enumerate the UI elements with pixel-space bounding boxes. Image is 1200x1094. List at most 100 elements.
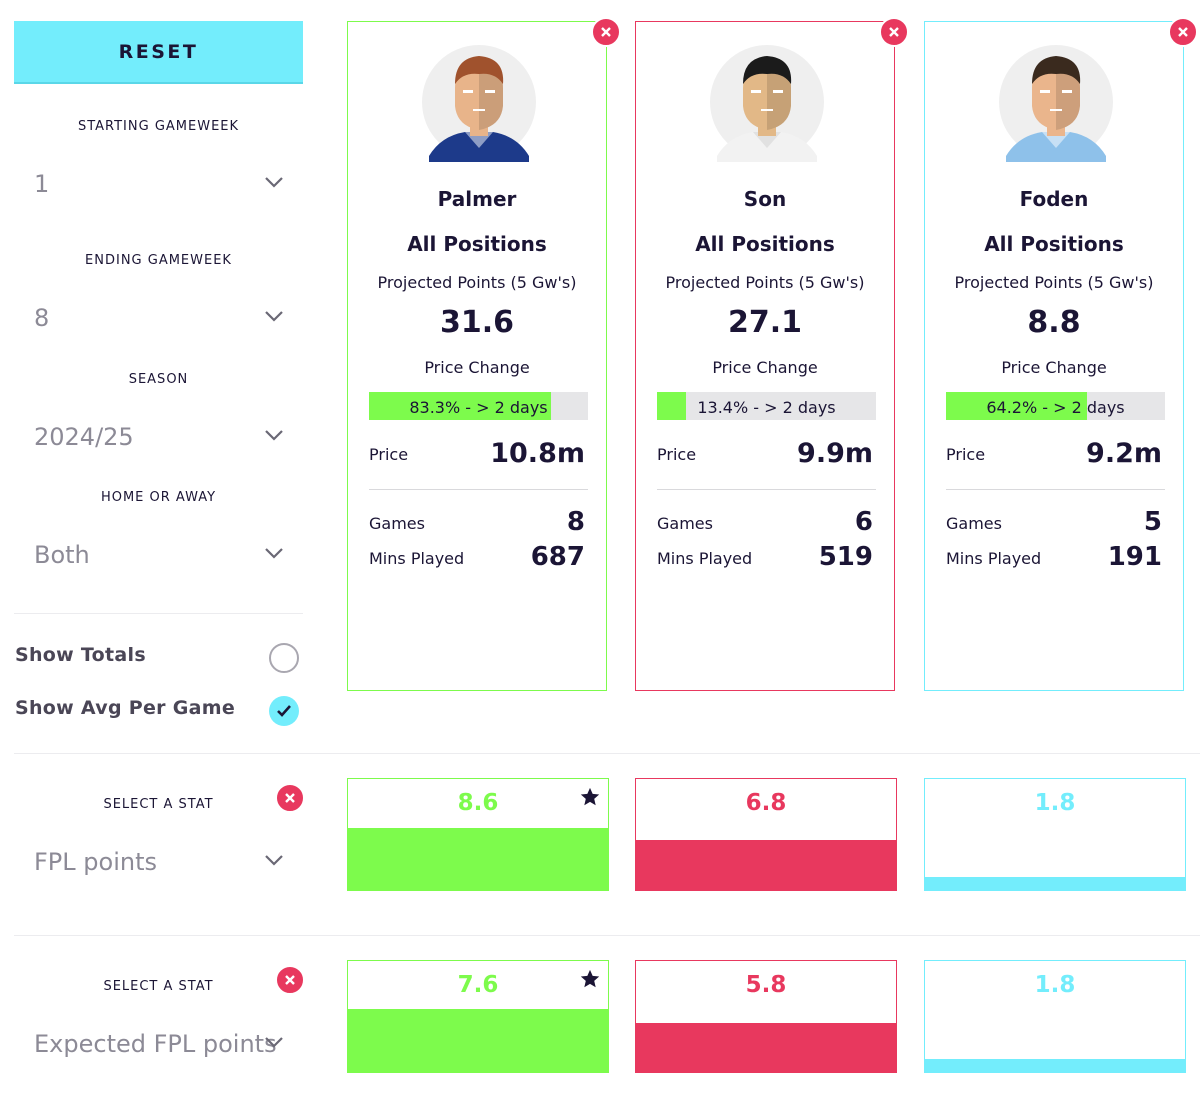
player-position: All Positions	[984, 232, 1124, 256]
stat-value: 6.8	[745, 790, 787, 816]
ending-gameweek-select[interactable]: 8	[14, 294, 303, 342]
sidebar-divider	[14, 613, 303, 614]
mins-played-value: 519	[818, 542, 873, 572]
show-avg-toggle[interactable]	[269, 696, 299, 726]
close-circle-icon[interactable]	[591, 17, 621, 47]
close-circle-icon[interactable]	[275, 965, 305, 995]
starting-gameweek-label: STARTING GAMEWEEK	[77, 119, 240, 134]
home-or-away-select[interactable]: Both	[14, 531, 303, 579]
price-value: 9.2m	[1086, 438, 1162, 469]
ending-gameweek-value: 8	[34, 304, 50, 332]
price-value: 9.9m	[797, 438, 873, 469]
price-change-bar: 13.4% - > 2 days	[657, 392, 876, 420]
stat-box: 1.8	[924, 778, 1186, 891]
stat-value: 1.8	[1034, 790, 1076, 816]
stat-value: 5.8	[745, 972, 787, 998]
player-avatar	[710, 45, 824, 162]
price-value: 10.8m	[490, 438, 585, 469]
chevron-down-icon	[265, 311, 283, 322]
mins-played-label: Mins Played	[946, 549, 1042, 568]
games-label: Games	[946, 514, 1002, 533]
mins-played-value: 191	[1107, 542, 1162, 572]
player-name: Palmer	[437, 187, 517, 211]
section-divider	[14, 935, 1200, 936]
games-value: 6	[854, 507, 873, 537]
show-totals-label: Show Totals	[15, 644, 146, 666]
player-card-son: Son All Positions Projected Points (5 Gw's…	[635, 21, 895, 691]
price-label: Price	[657, 445, 697, 464]
select-stat-label: SELECT A STAT	[103, 979, 214, 994]
close-circle-icon[interactable]	[879, 17, 909, 47]
close-circle-icon[interactable]	[1168, 17, 1198, 47]
home-or-away-label: HOME OR AWAY	[100, 490, 217, 505]
select-stat-label: SELECT A STAT	[103, 797, 214, 812]
player-card-palmer: Palmer All Positions Projected Points (5 G…	[347, 21, 607, 691]
projected-points-value: 31.6	[439, 305, 515, 340]
chevron-down-icon	[265, 1037, 283, 1048]
stat-bar	[925, 876, 1185, 890]
stat-box: 6.8	[635, 778, 897, 891]
stat-box: 5.8	[635, 960, 897, 1073]
chevron-down-icon	[265, 430, 283, 441]
stat-bar	[348, 1008, 608, 1072]
section-divider	[14, 753, 1200, 754]
price-change-label: Price Change	[1001, 358, 1107, 377]
stat-select-1[interactable]: FPL points	[14, 838, 303, 886]
player-avatar	[999, 45, 1113, 162]
show-avg-label: Show Avg Per Game	[15, 697, 236, 719]
games-label: Games	[657, 514, 713, 533]
player-avatar	[422, 45, 536, 162]
player-card-foden: Foden All Positions Projected Points (5 Gw…	[924, 21, 1184, 691]
games-label: Games	[369, 514, 425, 533]
games-value: 5	[1143, 507, 1162, 537]
stat-select-2[interactable]: Expected FPL points	[14, 1020, 303, 1068]
stat-box: 1.8	[924, 960, 1186, 1073]
price-label: Price	[946, 445, 986, 464]
price-change-text: 64.2% - > 2 days	[986, 398, 1125, 417]
season-select[interactable]: 2024/25	[14, 413, 303, 461]
mins-played-label: Mins Played	[369, 549, 465, 568]
price-change-text: 13.4% - > 2 days	[697, 398, 836, 417]
games-value: 8	[566, 507, 585, 537]
stat-select-1-value: FPL points	[34, 848, 157, 876]
stat-bar	[925, 1058, 1185, 1072]
price-change-fill	[946, 392, 1087, 420]
home-or-away-value: Both	[34, 541, 90, 569]
stat-value: 8.6	[457, 790, 499, 816]
mins-played-value: 687	[530, 542, 585, 572]
price-change-bar: 83.3% - > 2 days	[369, 392, 588, 420]
star-icon	[580, 787, 600, 806]
player-name: Son	[743, 187, 787, 211]
reset-button[interactable]: RESET	[14, 21, 303, 84]
projected-points-value: 27.1	[727, 305, 803, 340]
price-change-label: Price Change	[424, 358, 530, 377]
star-icon	[580, 969, 600, 988]
card-divider	[369, 489, 588, 490]
projected-points-label: Projected Points (5 Gw's)	[665, 273, 865, 292]
show-totals-toggle[interactable]	[269, 643, 299, 673]
card-divider	[657, 489, 876, 490]
stat-box: 7.6	[347, 960, 609, 1073]
projected-points-value: 8.8	[1027, 305, 1081, 340]
stat-bar	[636, 840, 896, 890]
stat-bar	[348, 827, 608, 890]
close-circle-icon[interactable]	[275, 783, 305, 813]
price-change-fill	[369, 392, 552, 420]
player-position: All Positions	[695, 232, 835, 256]
chevron-down-icon	[265, 548, 283, 559]
player-name: Foden	[1019, 187, 1089, 211]
price-change-label: Price Change	[712, 358, 818, 377]
stat-box: 8.6	[347, 778, 609, 891]
stat-bar	[636, 1023, 896, 1072]
starting-gameweek-select[interactable]: 1	[14, 160, 303, 208]
stat-value: 7.6	[457, 972, 499, 998]
player-position: All Positions	[407, 232, 547, 256]
ending-gameweek-label: ENDING GAMEWEEK	[85, 253, 232, 268]
price-label: Price	[369, 445, 409, 464]
projected-points-label: Projected Points (5 Gw's)	[954, 273, 1154, 292]
stat-select-2-value: Expected FPL points	[34, 1030, 277, 1058]
price-change-fill	[657, 392, 687, 420]
season-label: SEASON	[128, 372, 189, 387]
projected-points-label: Projected Points (5 Gw's)	[377, 273, 577, 292]
starting-gameweek-value: 1	[34, 170, 50, 198]
